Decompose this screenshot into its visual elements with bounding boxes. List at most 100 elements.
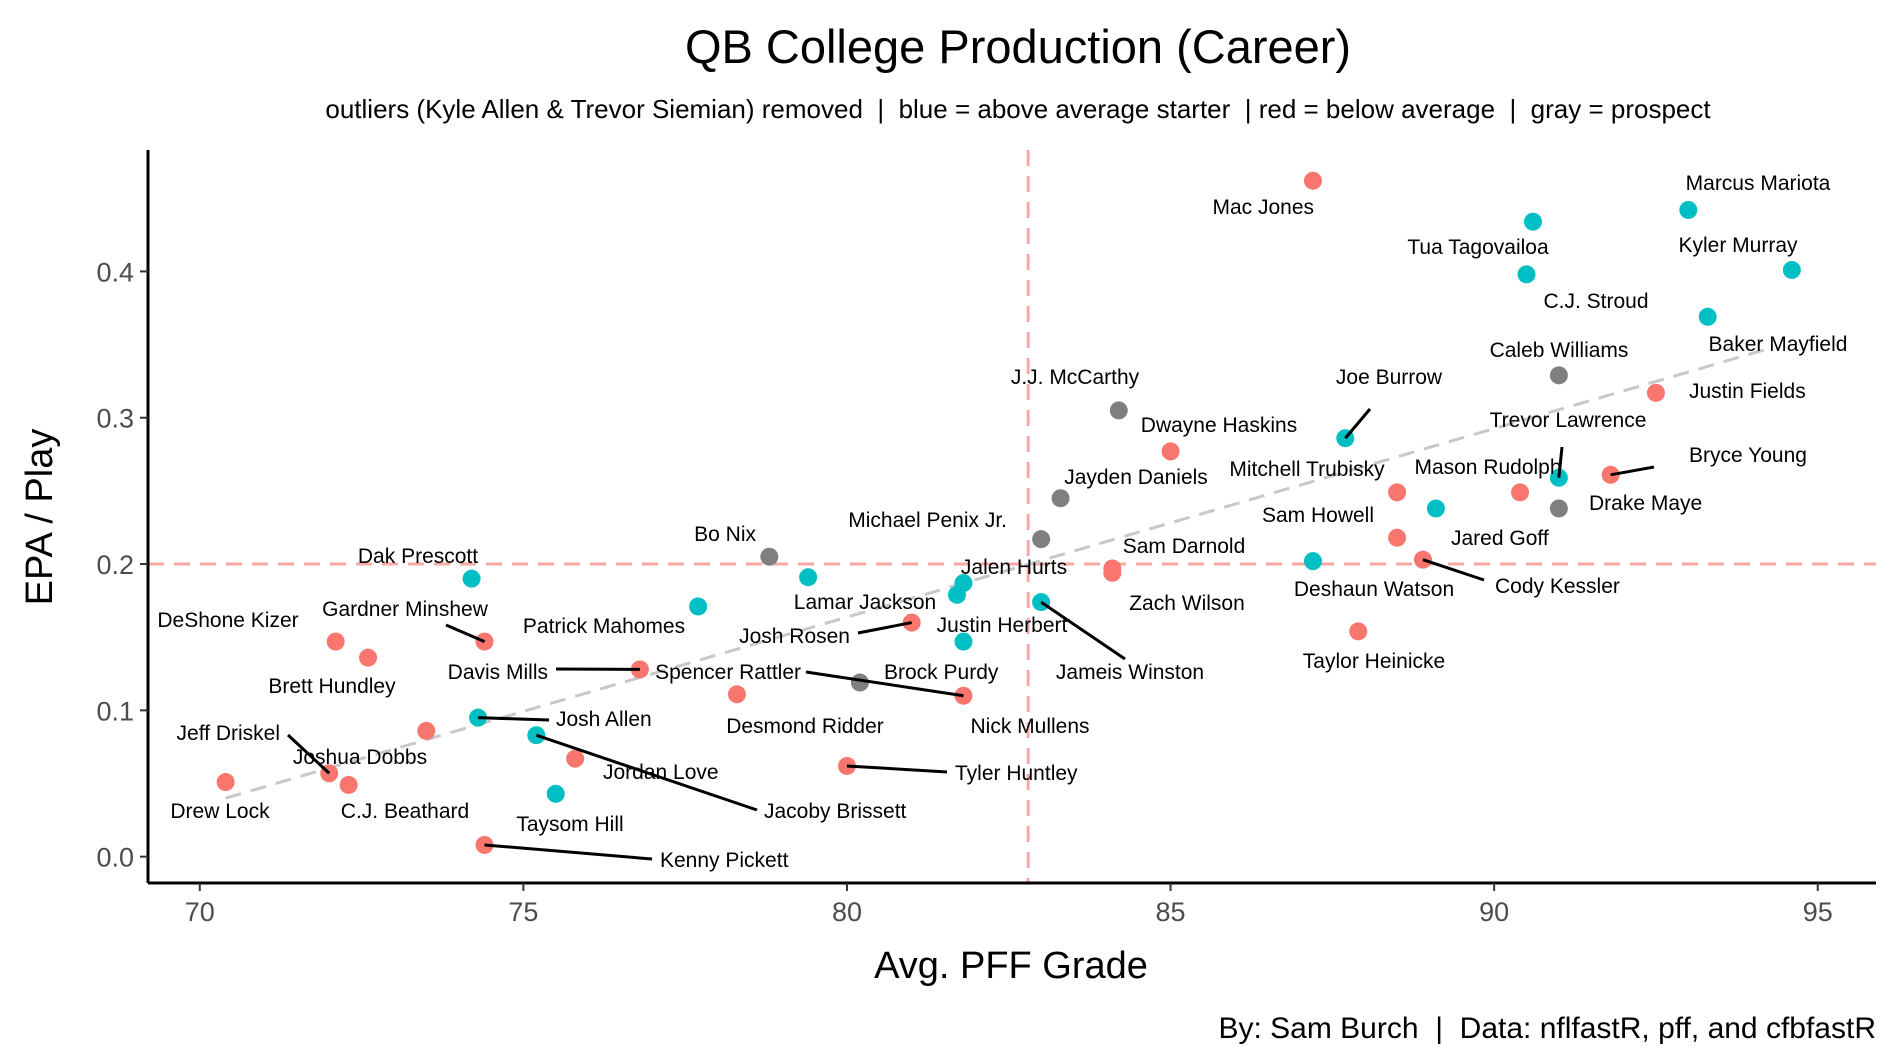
label-leader-tyler-huntley: [846, 764, 948, 774]
label-leader-gardner-minshew: [445, 623, 486, 643]
label-josh-rosen: Josh Rosen: [739, 625, 850, 648]
label-jalen-hurts: Jalen Hurts: [961, 556, 1067, 579]
label-tyler-huntley: Tyler Huntley: [955, 762, 1078, 785]
label-sam-darnold: Sam Darnold: [1123, 535, 1246, 558]
x-axis-title: Avg. PFF Grade: [874, 945, 1148, 987]
label-desmond-ridder: Desmond Ridder: [726, 715, 884, 738]
plot-area: Mac Jones Marcus Mariota Tua Tagovailoa Kyl…: [96, 150, 1876, 927]
y-tick-label-3: 0.3: [96, 404, 134, 434]
point-sam-howell: [1426, 499, 1445, 518]
label-sam-howell: Sam Howell: [1262, 504, 1374, 527]
point-baker-mayfield: [1698, 307, 1717, 326]
label-brock-purdy: Brock Purdy: [884, 661, 999, 684]
label-c-j-stroud: C.J. Stroud: [1543, 290, 1648, 313]
label-leader-joe-burrow: [1344, 408, 1372, 440]
point-c-j-stroud: [1517, 265, 1536, 284]
label-lamar-jackson: Lamar Jackson: [794, 591, 936, 614]
label-deshone-kizer: DeShone Kizer: [157, 609, 298, 632]
label-j-j-mccarthy: J.J. McCarthy: [1011, 366, 1140, 389]
point-labels: Mac Jones Marcus Mariota Tua Tagovailoa Kyl…: [157, 172, 1847, 872]
label-jacoby-brissett: Jacoby Brissett: [764, 800, 907, 823]
label-jameis-winston: Jameis Winston: [1056, 661, 1204, 684]
label-dak-prescott: Dak Prescott: [358, 545, 478, 568]
x-tick-label-95: 95: [1803, 897, 1833, 927]
chart-subtitle: outliers (Kyle Allen & Trevor Siemian) r…: [325, 94, 1711, 124]
label-michael-penix-jr: Michael Penix Jr.: [848, 509, 1007, 532]
point-justin-fields: [1646, 383, 1665, 402]
label-leader-trevor-lawrence: [1557, 446, 1564, 478]
point-jared-goff: [1388, 528, 1407, 547]
point-j-j-mccarthy: [1109, 401, 1128, 420]
point-michael-penix-jr: [1032, 530, 1051, 549]
label-jared-goff: Jared Goff: [1451, 527, 1549, 550]
label-c-j-beathard: C.J. Beathard: [341, 800, 469, 823]
point-lamar-jackson: [799, 568, 818, 587]
label-cody-kessler: Cody Kessler: [1495, 575, 1620, 598]
label-leader-spencer-rattler: [805, 670, 964, 698]
label-patrick-mahomes: Patrick Mahomes: [523, 615, 685, 638]
point-joshua-dobbs: [417, 721, 436, 740]
label-joshua-dobbs: Joshua Dobbs: [293, 746, 427, 769]
reference-lines: [148, 150, 1876, 883]
label-brett-hundley: Brett Hundley: [268, 675, 396, 698]
label-drew-lock: Drew Lock: [170, 800, 270, 823]
point-patrick-mahomes: [689, 597, 708, 616]
label-mac-jones: Mac Jones: [1212, 196, 1314, 219]
label-jayden-daniels: Jayden Daniels: [1064, 466, 1208, 489]
label-leader-kenny-pickett: [484, 843, 653, 861]
y-tick-label-2: 0.2: [96, 550, 134, 580]
point-deshaun-watson: [1303, 552, 1322, 571]
label-zach-wilson: Zach Wilson: [1129, 592, 1245, 615]
point-taylor-heinicke: [1349, 622, 1368, 641]
label-jeff-driskel: Jeff Driskel: [177, 722, 280, 745]
label-gardner-minshew: Gardner Minshew: [322, 598, 489, 621]
point-nick-mullens: [954, 632, 973, 651]
y-tick-label-0: 0.0: [96, 843, 134, 873]
x-tick-label-85: 85: [1156, 897, 1186, 927]
label-nick-mullens: Nick Mullens: [970, 715, 1089, 738]
point-justin-herbert: [947, 585, 966, 604]
label-caleb-williams: Caleb Williams: [1490, 339, 1629, 362]
point-drake-maye: [1549, 499, 1568, 518]
label-taylor-heinicke: Taylor Heinicke: [1303, 650, 1445, 673]
x-tick-label-75: 75: [508, 897, 538, 927]
point-dak-prescott: [462, 569, 481, 588]
label-mitchell-trubisky: Mitchell Trubisky: [1229, 458, 1385, 481]
label-taysom-hill: Taysom Hill: [516, 813, 623, 836]
point-desmond-ridder: [727, 685, 746, 704]
label-bo-nix: Bo Nix: [694, 523, 756, 546]
label-leader-josh-allen: [478, 716, 550, 722]
x-tick-label-90: 90: [1479, 897, 1509, 927]
data-points: [216, 171, 1801, 854]
point-dwayne-haskins: [1161, 442, 1180, 461]
label-leader-bryce-young: [1610, 465, 1655, 477]
y-axis-title: EPA / Play: [19, 429, 61, 606]
label-leader-jacoby-brissett: [535, 733, 758, 812]
point-zach-wilson: [1103, 563, 1122, 582]
point-taysom-hill: [546, 784, 565, 803]
point-deshone-kizer: [326, 632, 345, 651]
label-mason-rudolph: Mason Rudolph: [1414, 456, 1561, 479]
label-trevor-lawrence: Trevor Lawrence: [1490, 409, 1647, 432]
point-c-j-beathard: [339, 775, 358, 794]
x-tick-label-80: 80: [832, 897, 862, 927]
point-kyler-murray: [1782, 260, 1801, 279]
label-marcus-mariota: Marcus Mariota: [1686, 172, 1831, 195]
x-axis-ticks: 70 75 80 85 90 95: [185, 883, 1833, 927]
point-mitchell-trubisky: [1388, 483, 1407, 502]
label-josh-allen: Josh Allen: [556, 708, 652, 731]
label-kenny-pickett: Kenny Pickett: [660, 849, 789, 872]
x-tick-label-70: 70: [185, 897, 215, 927]
label-justin-fields: Justin Fields: [1689, 380, 1806, 403]
point-tua-tagovailoa: [1523, 212, 1542, 231]
label-justin-herbert: Justin Herbert: [937, 614, 1068, 637]
label-drake-maye: Drake Maye: [1589, 492, 1702, 515]
label-leader-cody-kessler: [1422, 558, 1485, 582]
point-mac-jones: [1303, 171, 1322, 190]
point-drew-lock: [216, 773, 235, 792]
label-leader-jameis-winston: [1040, 600, 1126, 661]
point-brett-hundley: [359, 648, 378, 667]
point-bo-nix: [760, 547, 779, 566]
label-davis-mills: Davis Mills: [448, 661, 548, 684]
label-jordan-love: Jordan Love: [603, 761, 719, 784]
